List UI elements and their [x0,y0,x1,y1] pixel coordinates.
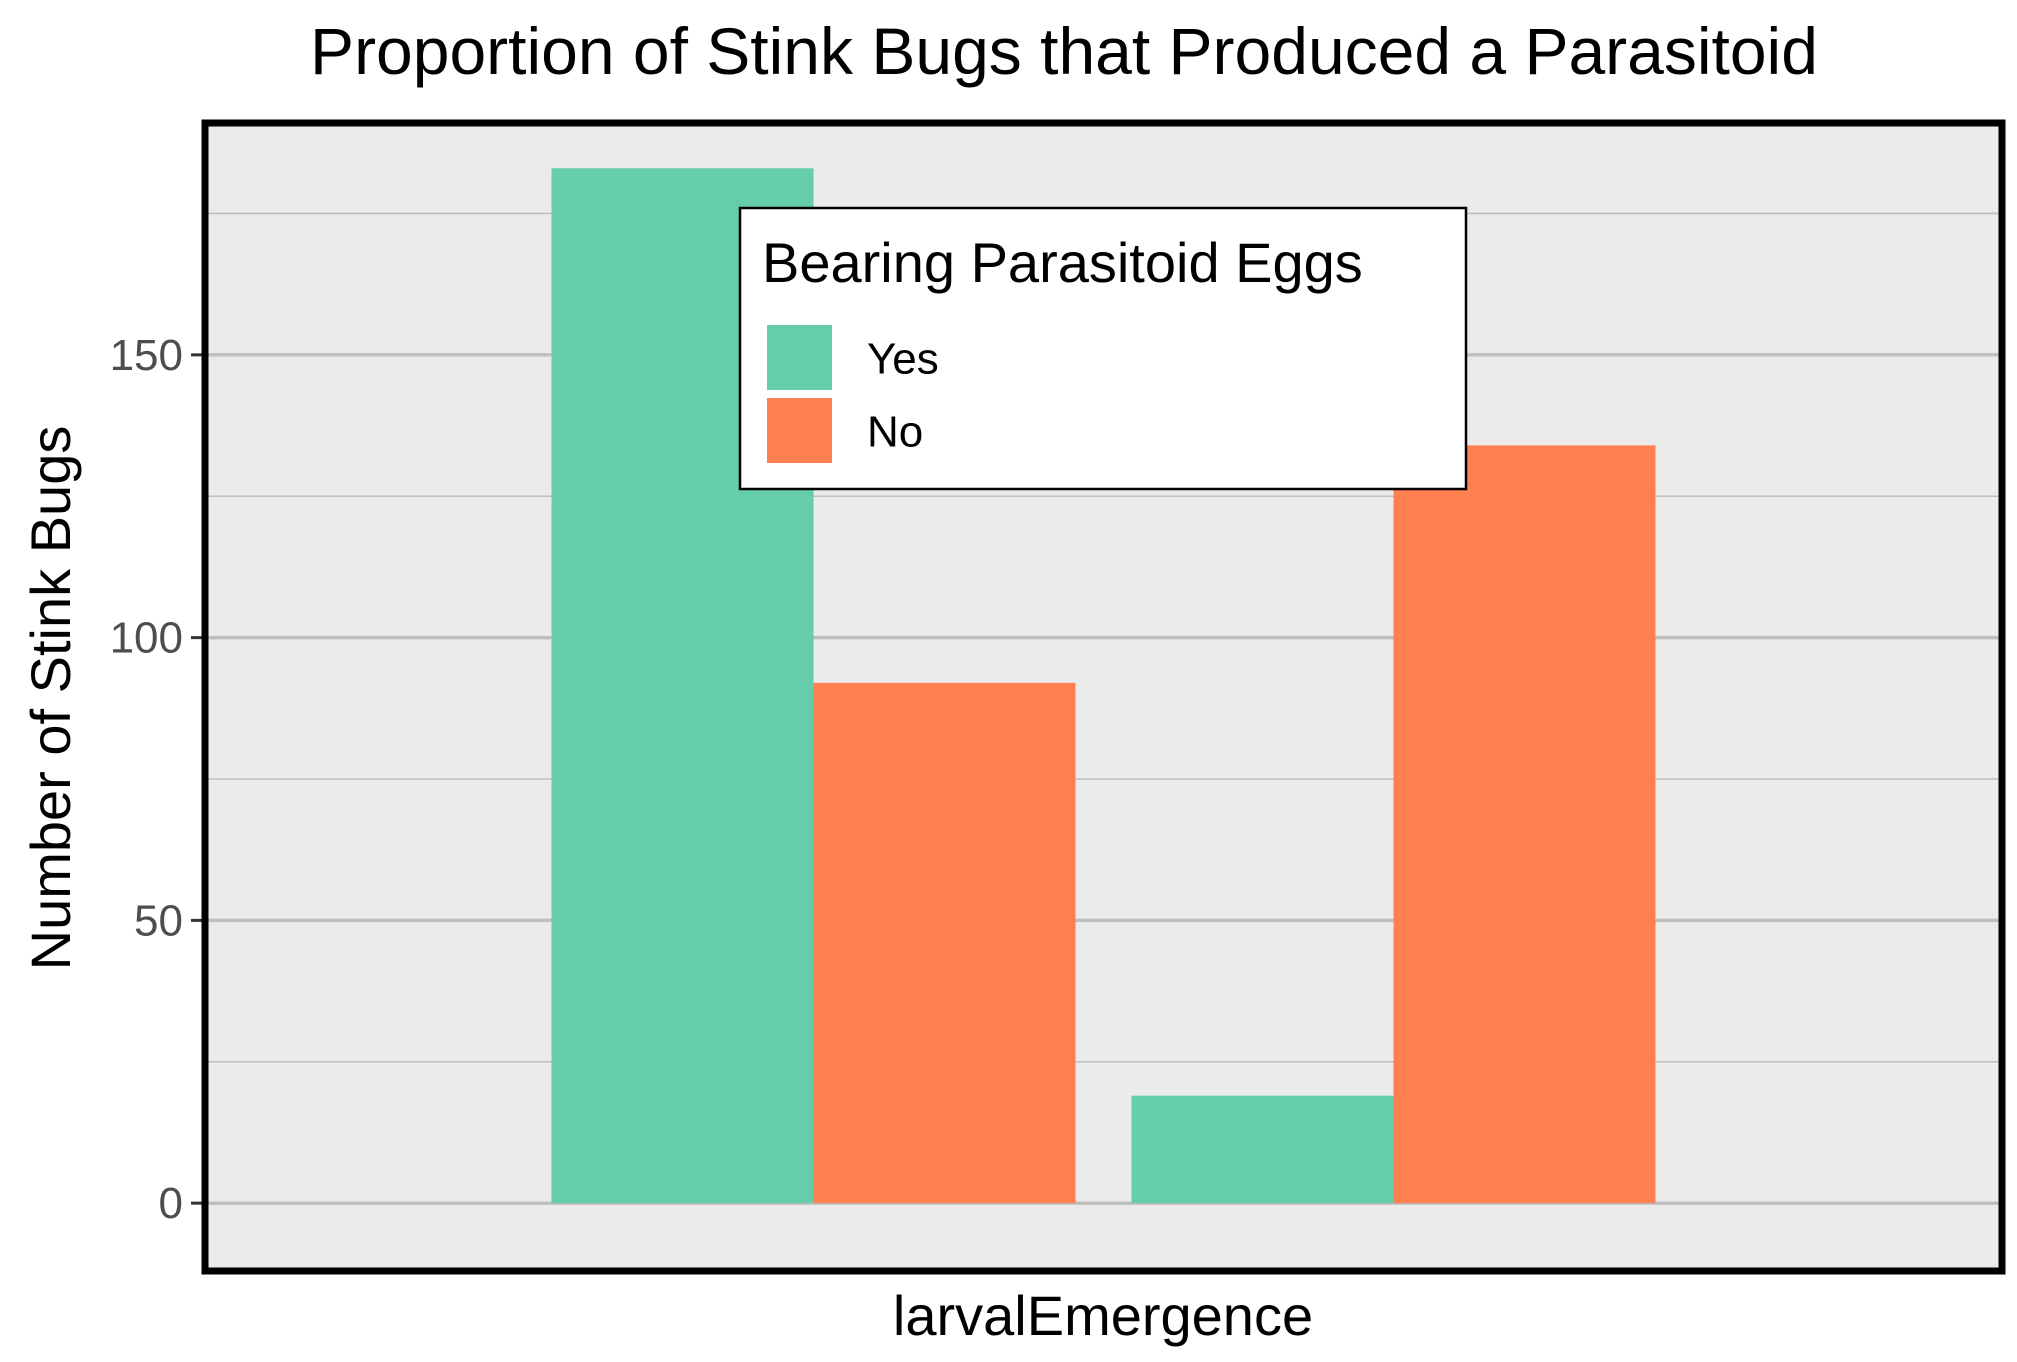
bar-no [1393,445,1656,1204]
y-tick-label: 0 [159,1179,183,1228]
legend: Bearing Parasitoid Eggs Yes No [738,206,1468,491]
legend-label-no: No [867,408,923,457]
bars [551,168,1656,1204]
legend-items: Yes No [765,323,939,465]
panel-border [201,119,2006,1275]
legend-box [738,206,1468,491]
y-axis-ticks: 0 50 100 150 [110,331,205,1228]
chart-title: Proportion of Stink Bugs that Produced a… [310,14,1818,88]
legend-key-yes [765,323,834,392]
y-tick-label: 100 [110,614,183,663]
bar-no [813,682,1076,1204]
y-axis-title: Number of Stink Bugs [19,426,82,971]
x-axis-title: larvalEmergence [893,1284,1313,1347]
y-tick-label: 50 [134,896,183,945]
legend-label-yes: Yes [867,335,939,384]
y-tick-label: 150 [110,331,183,380]
legend-key-no [765,396,834,465]
bar-yes [1131,1095,1394,1204]
gridlines [205,212,2002,1205]
legend-title: Bearing Parasitoid Eggs [762,231,1363,294]
